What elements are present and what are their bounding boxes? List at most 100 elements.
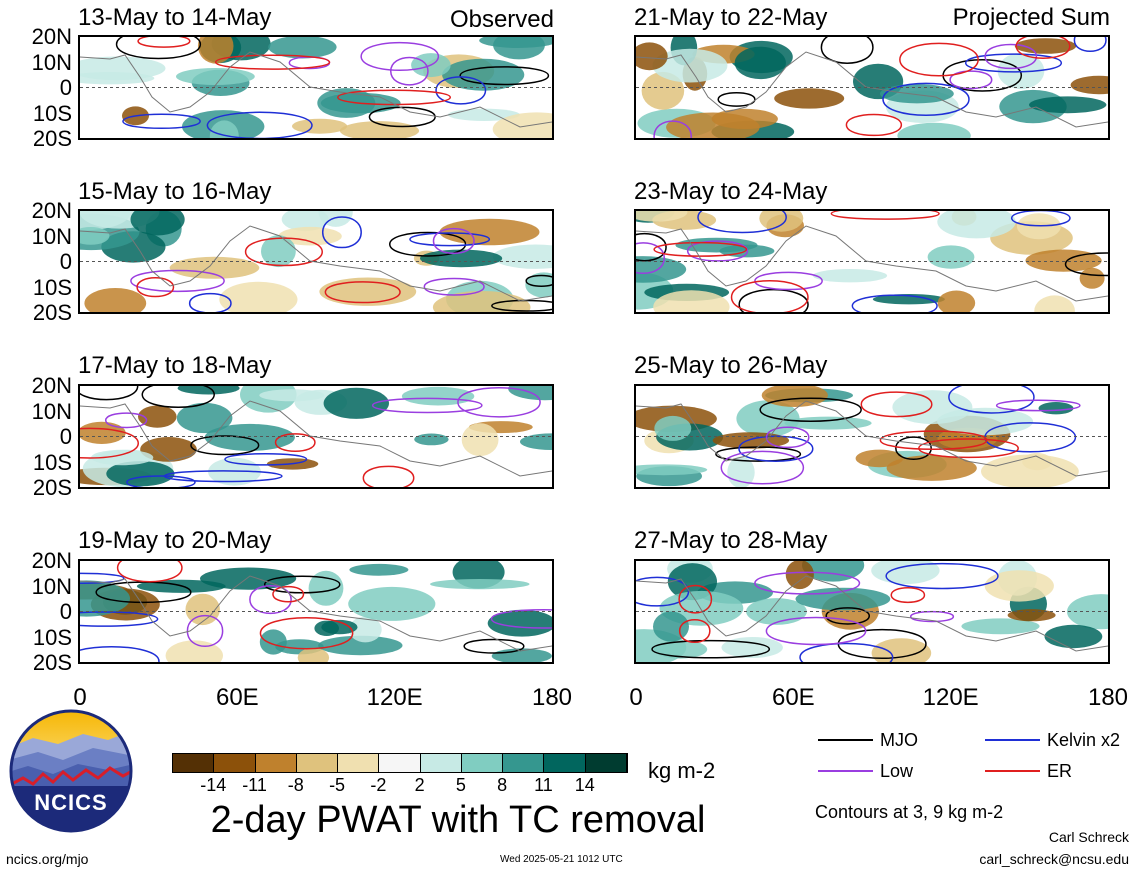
anomaly-blob	[774, 88, 845, 109]
contour-er	[890, 586, 926, 604]
anomaly-blob	[721, 637, 783, 658]
contour-er	[678, 618, 711, 644]
contour-kelvin-x2	[321, 216, 362, 249]
contour-er	[845, 113, 903, 137]
contour-low	[490, 609, 552, 629]
y-tick-label: 20S	[32, 650, 72, 675]
anomaly-blob	[414, 433, 449, 446]
heatmap-field	[80, 386, 552, 487]
x-tick-label: 0	[73, 684, 87, 711]
anomaly-blob	[493, 37, 545, 60]
contour-er	[214, 54, 331, 70]
anomaly-blob	[886, 455, 977, 481]
contour-kelvin-x2	[964, 53, 1063, 73]
coastline	[80, 225, 552, 302]
contour-kelvin-x2	[1010, 211, 1071, 227]
contour-mjo	[463, 638, 525, 654]
contour-mjo	[636, 233, 667, 262]
heatmap-panel-proj-2	[634, 209, 1110, 314]
contour-low	[457, 387, 541, 418]
colorbar-tick-label: -11	[242, 775, 267, 795]
contour-mjo	[895, 436, 932, 460]
anomaly-blob	[734, 46, 786, 80]
anomaly-blob	[1034, 295, 1075, 312]
y-tick-label: 20N	[31, 198, 72, 223]
colorbar-swatch	[379, 754, 421, 772]
colorbar-tick-label: 2	[414, 775, 425, 795]
colorbar-tick-label: 8	[497, 775, 508, 795]
contour-kelvin-x2	[80, 572, 125, 584]
legend-swatch	[985, 739, 1040, 741]
anomaly-blob	[219, 281, 298, 312]
contour-kelvin-x2	[126, 475, 196, 487]
author-email: carl_schreck@ncsu.edu	[979, 851, 1129, 867]
colorbar-swatch	[420, 754, 462, 772]
colorbar-swatch	[214, 754, 256, 772]
x-tick-label: 180	[531, 684, 573, 711]
anomaly-blob	[439, 218, 540, 246]
contour-er	[272, 585, 305, 603]
legend-label: Low	[880, 761, 914, 781]
anomaly-blob	[1038, 402, 1074, 415]
contour-low	[432, 228, 475, 254]
colorbar-swatch	[338, 754, 380, 772]
contour-mjo	[717, 91, 756, 107]
contour-kelvin-x2	[435, 76, 487, 105]
coastline	[80, 400, 552, 477]
anomaly-blob	[759, 211, 804, 232]
contour-low	[636, 242, 665, 275]
x-tick-label: 60E	[215, 684, 259, 711]
anomaly-blob	[297, 647, 330, 662]
anomaly-blob	[1014, 38, 1077, 54]
contour-mjo	[942, 59, 1023, 92]
anomaly-blob	[654, 415, 692, 441]
anomaly-blob	[871, 638, 932, 662]
anomaly-blob	[176, 402, 233, 434]
contour-kelvin-x2	[882, 82, 970, 116]
y-tick-label: 20N	[31, 24, 72, 49]
anomaly-blob	[937, 407, 1034, 436]
heatmap-panel-proj-4	[634, 559, 1110, 664]
contour-low	[371, 397, 483, 414]
panel-title-obs-3: 17-May to 18-May	[78, 352, 272, 379]
anomaly-blob	[140, 437, 197, 462]
colorbar-tick-label: -14	[200, 775, 227, 795]
y-tick-label: 10N	[31, 49, 72, 75]
contour-mjo	[1064, 252, 1108, 277]
colorbar	[172, 753, 628, 773]
colorbar-tick-label: -2	[370, 775, 387, 795]
contour-kelvin-x2	[799, 642, 894, 662]
anomaly-blob	[138, 405, 177, 428]
units-label: kg m-2	[648, 758, 716, 783]
contour-er	[918, 438, 1019, 459]
contour-er	[274, 433, 316, 453]
colorbar-tick-label: -8	[287, 775, 304, 795]
colorbar-swatch	[503, 754, 545, 772]
anomaly-blob	[636, 42, 668, 71]
anomaly-blob	[197, 37, 234, 64]
y-tick-label: 0	[59, 599, 72, 624]
contour-low	[754, 271, 823, 291]
heatmap-panel-obs-1	[78, 35, 554, 140]
anomaly-blob	[711, 108, 778, 129]
y-tick-label: 0	[59, 75, 72, 100]
y-tick-label: 0	[59, 424, 72, 449]
x-tick-label: 120E	[366, 684, 423, 711]
x-tick-label: 0	[629, 684, 643, 711]
anomaly-blob	[84, 288, 147, 312]
contour-mjo	[80, 386, 139, 401]
anomaly-blob	[401, 386, 475, 406]
contour-low	[186, 615, 224, 647]
column-label-observed: Observed	[449, 6, 554, 33]
anomaly-blob	[636, 256, 687, 283]
contour-low	[909, 610, 955, 623]
contour-mjo	[141, 386, 215, 408]
contour-mjo	[715, 446, 802, 462]
anomaly-blob	[420, 249, 503, 268]
anomaly-blob	[185, 593, 220, 626]
legend-swatch	[985, 770, 1040, 772]
legend-swatch	[818, 739, 873, 741]
contour-er	[362, 465, 415, 487]
panel-title-proj-2: 23-May to 24-May	[634, 178, 828, 205]
contour-low	[104, 412, 148, 429]
